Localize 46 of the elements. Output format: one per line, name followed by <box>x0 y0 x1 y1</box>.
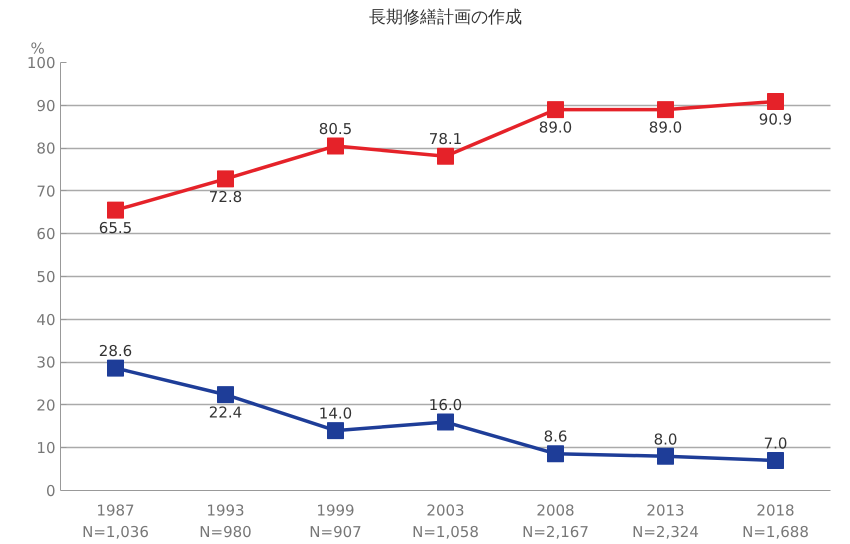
point <box>657 101 674 118</box>
point <box>767 92 784 110</box>
data-label: 72.8 <box>208 188 242 206</box>
x-tick-label: 2008 N=2,167 <box>522 502 589 542</box>
point <box>547 445 564 462</box>
point <box>327 137 344 154</box>
y-tick-label: 60 <box>36 225 56 244</box>
point <box>767 452 784 470</box>
y-tick-label: 70 <box>36 182 56 200</box>
point <box>217 386 234 404</box>
point <box>107 360 124 377</box>
y-tick-label: 90 <box>36 96 56 115</box>
point <box>107 202 124 219</box>
data-label: 78.1 <box>428 130 462 148</box>
point <box>437 414 454 431</box>
data-label: 14.0 <box>318 404 352 423</box>
data-label: 80.5 <box>318 120 352 138</box>
y-tick-label: 0 <box>46 482 56 500</box>
data-label: 8.0 <box>654 430 678 448</box>
data-label: 90.9 <box>758 110 792 128</box>
x-tick-label: 2003 N=1,058 <box>412 502 479 542</box>
data-label: 22.4 <box>208 404 242 422</box>
data-label: 89.0 <box>538 118 572 137</box>
y-tick-label: 20 <box>36 396 56 414</box>
y-tick-label: 80 <box>36 140 56 158</box>
x-tick-label: 1999 N=907 <box>309 502 362 542</box>
point <box>327 422 344 440</box>
point <box>547 101 564 118</box>
point <box>217 170 234 188</box>
x-tick-label: 1993 N=980 <box>199 502 252 542</box>
point <box>657 448 674 465</box>
chart-title: 長期修繕計画の作成 <box>369 8 522 28</box>
y-tick-label: 50 <box>36 268 56 286</box>
data-label: 65.5 <box>98 219 132 238</box>
data-label: 89.0 <box>648 118 682 137</box>
x-tick-label: 2013 N=2,324 <box>632 502 699 542</box>
y-tick-label: 30 <box>36 354 56 372</box>
x-tick-label: 2018 N=1,688 <box>742 502 809 542</box>
y-tick-label: 10 <box>36 439 56 458</box>
data-label: 8.6 <box>544 428 568 446</box>
point <box>437 148 454 165</box>
x-tick-label: 1987 N=1,036 <box>82 502 149 542</box>
data-label: 7.0 <box>764 434 788 453</box>
data-label: 16.0 <box>428 396 462 414</box>
data-label: 28.6 <box>98 342 132 360</box>
y-tick-label: 40 <box>36 310 56 329</box>
